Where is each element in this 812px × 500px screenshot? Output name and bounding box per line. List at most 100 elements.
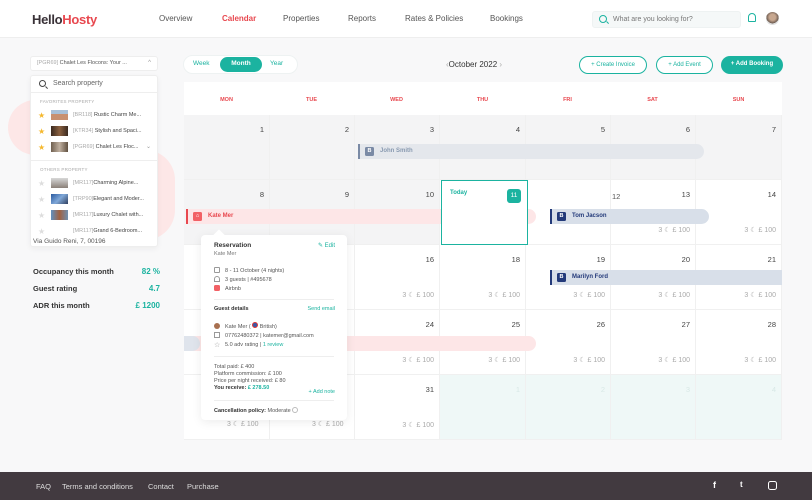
star-filled-icon[interactable]: ★ (38, 111, 46, 120)
nav-properties[interactable]: Properties (283, 14, 320, 23)
info-icon[interactable] (292, 407, 299, 413)
search-input[interactable]: What are you looking for? (592, 11, 741, 28)
footer-link-terms[interactable]: Terms and conditions (62, 482, 133, 491)
instagram-icon[interactable] (768, 481, 777, 490)
pencil-icon: ✎ (317, 243, 325, 249)
avatar[interactable] (766, 12, 779, 25)
add-booking-button[interactable]: + Add Booking (721, 56, 783, 74)
stat-occupancy-value: 82 % (141, 267, 160, 276)
stat-rating-label: Guest rating (33, 284, 78, 293)
day-cell[interactable]: 28 3 ☾ £ 100 (696, 310, 782, 375)
property-search-input[interactable]: Search property (31, 76, 157, 93)
booking-source-icon: B (557, 212, 566, 221)
add-event-button[interactable]: + Add Event (656, 56, 713, 74)
month-label: October 2022 (448, 60, 498, 69)
footer-link-faq[interactable]: FAQ (36, 482, 52, 491)
booking-bar[interactable]: B Tom Jacson (550, 209, 709, 224)
day-cell[interactable]: 2 (270, 115, 355, 180)
popup-title: Reservation (214, 242, 252, 249)
day-number: 12 (612, 192, 621, 201)
booking-bar[interactable]: B Marilyn Ford (550, 270, 782, 285)
others-section-label: OTHERS PROPERTY (40, 167, 88, 172)
star-empty-icon[interactable]: ★ (38, 195, 46, 204)
dow-label: WED (390, 97, 403, 103)
divider (31, 160, 157, 161)
day-cell-next-month[interactable]: 1 (440, 375, 526, 440)
stat-adr-label: ADR this month (33, 301, 90, 310)
star-filled-icon[interactable]: ★ (38, 127, 46, 136)
stat-rating-value: 4.7 (148, 284, 160, 293)
add-note-link[interactable]: + Add note (308, 389, 335, 395)
total-paid: Total paid: £ 400 (214, 364, 255, 370)
property-address: Via Guido Reni, 7, 00196 (33, 238, 106, 245)
booking-source-icon: B (365, 147, 374, 156)
day-cell-next-month[interactable]: 4 (696, 375, 782, 440)
today-cell[interactable]: Today 11 (441, 180, 528, 245)
day-cell[interactable]: 26 3 ☾ £ 100 (526, 310, 611, 375)
day-cell[interactable]: 31 3 ☾ £ 100 (355, 375, 440, 440)
property-thumbnail (51, 126, 68, 136)
property-thumbnail (51, 210, 68, 220)
contact-icon (214, 332, 220, 338)
reservation-popup: Reservation Kate Mer ✎ Edit 8 - 11 Octob… (201, 229, 347, 420)
divider (214, 356, 334, 357)
day-cell[interactable]: 1 (184, 115, 270, 180)
day-cell[interactable]: 14 3 ☾ £ 100 (696, 180, 782, 245)
dow-label: SAT (647, 97, 658, 103)
chevron-right-icon[interactable]: › (499, 60, 503, 69)
nav-calendar[interactable]: Calendar (222, 14, 257, 23)
day-cell-next-month[interactable]: 3 (611, 375, 696, 440)
price-per-night: Price per night received: £ 80 (214, 378, 286, 384)
day-cell[interactable]: 27 3 ☾ £ 100 (611, 310, 696, 375)
reviews-link[interactable]: 1 review (262, 342, 284, 348)
chevron-down-icon[interactable]: ⌄ (145, 144, 151, 150)
nav-reports[interactable]: Reports (348, 14, 377, 23)
twitter-icon[interactable]: t (740, 480, 743, 489)
dow-label: FRI (563, 97, 572, 103)
booking-bar-edge (184, 336, 200, 351)
property-item[interactable]: ★ [MR117]Luxury Chalet with... (38, 210, 144, 220)
property-item[interactable]: ★ [BR118] Rustic Charm Me... (38, 110, 142, 120)
tab-week[interactable]: Week (193, 60, 210, 67)
star-empty-icon[interactable]: ★ (38, 211, 46, 220)
property-item[interactable]: ★ [KTR34] Stylish and Spaci... (38, 126, 142, 136)
booking-bar[interactable]: B John Smith (358, 144, 704, 159)
tab-year[interactable]: Year (270, 60, 284, 67)
property-item[interactable]: ★ [PGR69] Chalet Les Floc... ⌄ (38, 142, 151, 152)
day-price: 3 ☾ £ 100 (227, 421, 259, 428)
bell-icon[interactable] (748, 13, 756, 22)
nav-overview[interactable]: Overview (159, 14, 193, 23)
property-item[interactable]: ★ [TRP90]Elegant and Moder... (38, 194, 144, 204)
day-price: 3 ☾ £ 100 (312, 421, 344, 428)
facebook-icon[interactable]: f (713, 480, 716, 490)
search-icon (599, 15, 607, 23)
property-thumbnail (51, 142, 68, 152)
logo[interactable]: HelloHosty (32, 12, 97, 27)
property-item[interactable]: ★ [MR117]Grand 6-Bedroom... (38, 227, 142, 236)
star-empty-icon[interactable]: ★ (38, 227, 46, 236)
guests-icon (214, 276, 220, 282)
day-cell[interactable]: 18 3 ☾ £ 100 (440, 245, 526, 310)
nav-rates-policies[interactable]: Rates & Policies (405, 14, 464, 23)
star-empty-icon[interactable]: ★ (38, 179, 46, 188)
tab-month[interactable]: Month (220, 57, 262, 72)
footer-link-purchase[interactable]: Purchase (187, 482, 219, 491)
chevron-left-icon[interactable]: ‹ (446, 60, 449, 69)
property-thumbnail (51, 110, 68, 120)
day-cell-next-month[interactable]: 2 (526, 375, 611, 440)
month-navigator: ‹ October 2022 › (446, 60, 639, 149)
nav-bookings[interactable]: Bookings (490, 14, 523, 23)
property-item[interactable]: ★ [MR117]Charming Alpine... (38, 178, 139, 188)
property-selector[interactable]: [PGR69] Chalet Les Flocons: Your ... ^ (30, 56, 158, 71)
edit-button[interactable]: ✎ Edit (317, 243, 335, 249)
star-filled-icon[interactable]: ★ (38, 143, 46, 152)
footer-link-contact[interactable]: Contact (148, 482, 174, 491)
platform-commission: Platform commission: £ 100 (214, 371, 282, 377)
top-header: HelloHosty Overview Calendar Properties … (0, 0, 812, 38)
day-cell[interactable]: 16 3 ☾ £ 100 (355, 245, 440, 310)
send-email-link[interactable]: Send email (307, 306, 335, 312)
create-invoice-button[interactable]: + Create Invoice (579, 56, 647, 74)
divider (214, 299, 334, 300)
day-cell[interactable]: 7 (696, 115, 782, 180)
star-icon: ☆ (214, 342, 221, 349)
